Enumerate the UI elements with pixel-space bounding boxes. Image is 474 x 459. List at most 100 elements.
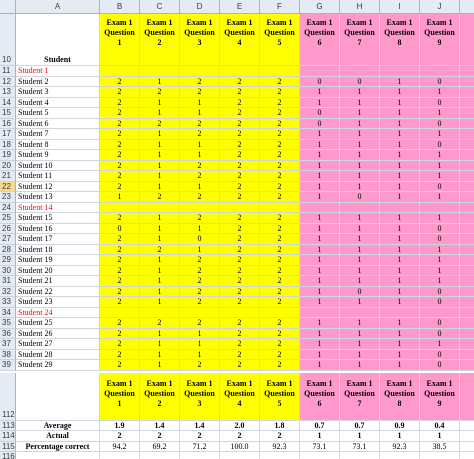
score-cell[interactable] xyxy=(220,307,260,318)
summary-value-cell[interactable]: 0.4 xyxy=(420,420,460,431)
column-header-g[interactable]: G xyxy=(300,0,340,14)
summary-value-cell[interactable]: 2 xyxy=(260,431,300,442)
student-name-cell[interactable]: Student 3 xyxy=(16,87,100,98)
row-header[interactable]: 25 xyxy=(0,213,16,224)
score-cell[interactable]: 1 xyxy=(140,339,180,350)
score-cell[interactable]: 2 xyxy=(220,223,260,234)
question-header-5[interactable]: Exam 1 Question 5 xyxy=(260,372,300,421)
row-header[interactable]: 36 xyxy=(0,328,16,339)
score-cell[interactable]: 2 xyxy=(100,160,140,171)
score-cell[interactable]: 1 xyxy=(300,192,340,203)
empty-cell[interactable] xyxy=(16,452,100,459)
score-cell[interactable]: 2 xyxy=(220,129,260,140)
row-header[interactable]: 27 xyxy=(0,234,16,245)
score-cell[interactable]: 2 xyxy=(220,318,260,329)
score-cell[interactable]: 1 xyxy=(460,129,474,140)
score-cell[interactable]: 1 xyxy=(380,318,420,329)
score-cell[interactable]: 1 xyxy=(300,234,340,245)
score-cell[interactable]: 1 xyxy=(460,118,474,129)
score-cell[interactable]: 1 xyxy=(460,339,474,350)
score-cell[interactable]: 2 xyxy=(260,108,300,119)
score-cell[interactable] xyxy=(220,202,260,213)
score-cell[interactable] xyxy=(180,202,220,213)
summary-value-cell[interactable]: 1 xyxy=(300,431,340,442)
score-cell[interactable]: 1 xyxy=(300,181,340,192)
question-header-4[interactable]: Exam 1 Question 4 xyxy=(220,14,260,66)
score-cell[interactable]: 0 xyxy=(300,118,340,129)
score-cell[interactable]: 1 xyxy=(340,87,380,98)
score-cell[interactable]: 1 xyxy=(420,160,460,171)
question-header-10[interactable]: EQ xyxy=(460,14,474,66)
score-cell[interactable]: 1 xyxy=(380,234,420,245)
summary-value-cell[interactable]: 0.7 xyxy=(300,420,340,431)
row-header[interactable]: 26 xyxy=(0,223,16,234)
row-header[interactable]: 35 xyxy=(0,318,16,329)
score-cell[interactable] xyxy=(100,66,140,77)
score-cell[interactable]: 1 xyxy=(340,223,380,234)
score-cell[interactable]: 1 xyxy=(300,150,340,161)
empty-cell[interactable] xyxy=(220,452,260,459)
score-cell[interactable] xyxy=(420,66,460,77)
score-cell[interactable]: 1 xyxy=(460,87,474,98)
row-header[interactable]: 113 xyxy=(0,420,16,431)
student-name-cell[interactable]: Student 23 xyxy=(16,297,100,308)
column-header-h[interactable]: H xyxy=(340,0,380,14)
score-cell[interactable]: 2 xyxy=(260,265,300,276)
column-header-c[interactable]: C xyxy=(140,0,180,14)
empty-cell[interactable] xyxy=(420,452,460,459)
score-cell[interactable]: 1 xyxy=(140,139,180,150)
score-cell[interactable]: 1 xyxy=(340,97,380,108)
row-header[interactable]: 116 xyxy=(0,452,16,459)
row-header[interactable]: 12 xyxy=(0,76,16,87)
score-cell[interactable] xyxy=(380,66,420,77)
score-cell[interactable]: 1 xyxy=(180,328,220,339)
row-header[interactable]: 34 xyxy=(0,307,16,318)
score-cell[interactable]: 1 xyxy=(420,244,460,255)
score-cell[interactable]: 1 xyxy=(340,276,380,287)
question-header-9[interactable]: Exam 1 Question 9 xyxy=(420,14,460,66)
score-cell[interactable]: 1 xyxy=(340,118,380,129)
score-cell[interactable]: 0 xyxy=(420,286,460,297)
score-cell[interactable]: 2 xyxy=(180,118,220,129)
summary-value-cell[interactable] xyxy=(460,442,474,452)
score-cell[interactable]: 1 xyxy=(460,171,474,182)
score-cell[interactable]: 1 xyxy=(420,129,460,140)
score-cell[interactable]: 2 xyxy=(260,213,300,224)
score-cell[interactable]: 2 xyxy=(100,328,140,339)
question-header-8[interactable]: Exam 1 Question 8 xyxy=(380,14,420,66)
score-cell[interactable]: 2 xyxy=(220,139,260,150)
score-cell[interactable]: 1 xyxy=(340,265,380,276)
score-cell[interactable]: 2 xyxy=(260,223,300,234)
score-cell[interactable]: 1 xyxy=(340,339,380,350)
score-cell[interactable]: 1 xyxy=(180,349,220,360)
column-header-k[interactable] xyxy=(460,0,474,14)
student-name-cell[interactable]: Student 28 xyxy=(16,349,100,360)
score-cell[interactable]: 1 xyxy=(420,255,460,266)
score-cell[interactable]: 1 xyxy=(180,244,220,255)
score-cell[interactable]: 1 xyxy=(460,213,474,224)
row-header[interactable]: 15 xyxy=(0,108,16,119)
score-cell[interactable]: 1 xyxy=(460,192,474,203)
score-cell[interactable]: 2 xyxy=(220,213,260,224)
score-cell[interactable]: 1 xyxy=(340,139,380,150)
question-header-1[interactable]: Exam 1 Question 1 xyxy=(100,372,140,421)
score-cell[interactable]: 1 xyxy=(140,265,180,276)
score-cell[interactable]: 2 xyxy=(260,150,300,161)
student-header-cell[interactable]: Student xyxy=(16,14,100,66)
empty-cell[interactable] xyxy=(380,452,420,459)
score-cell[interactable]: 2 xyxy=(220,87,260,98)
score-cell[interactable] xyxy=(460,202,474,213)
student-name-cell[interactable]: Student 19 xyxy=(16,255,100,266)
score-cell[interactable]: 1 xyxy=(140,349,180,360)
empty-cell[interactable] xyxy=(180,452,220,459)
score-cell[interactable]: 1 xyxy=(300,297,340,308)
row-header[interactable]: 28 xyxy=(0,244,16,255)
summary-value-cell[interactable]: 1.9 xyxy=(100,420,140,431)
score-cell[interactable]: 2 xyxy=(220,97,260,108)
score-cell[interactable]: 1 xyxy=(140,255,180,266)
summary-value-cell[interactable]: 38.5 xyxy=(420,441,460,452)
score-cell[interactable]: 1 xyxy=(420,150,460,161)
student-name-cell[interactable]: Student 4 xyxy=(16,97,100,108)
score-cell[interactable]: 2 xyxy=(100,108,140,119)
score-cell[interactable]: 1 xyxy=(340,349,380,360)
